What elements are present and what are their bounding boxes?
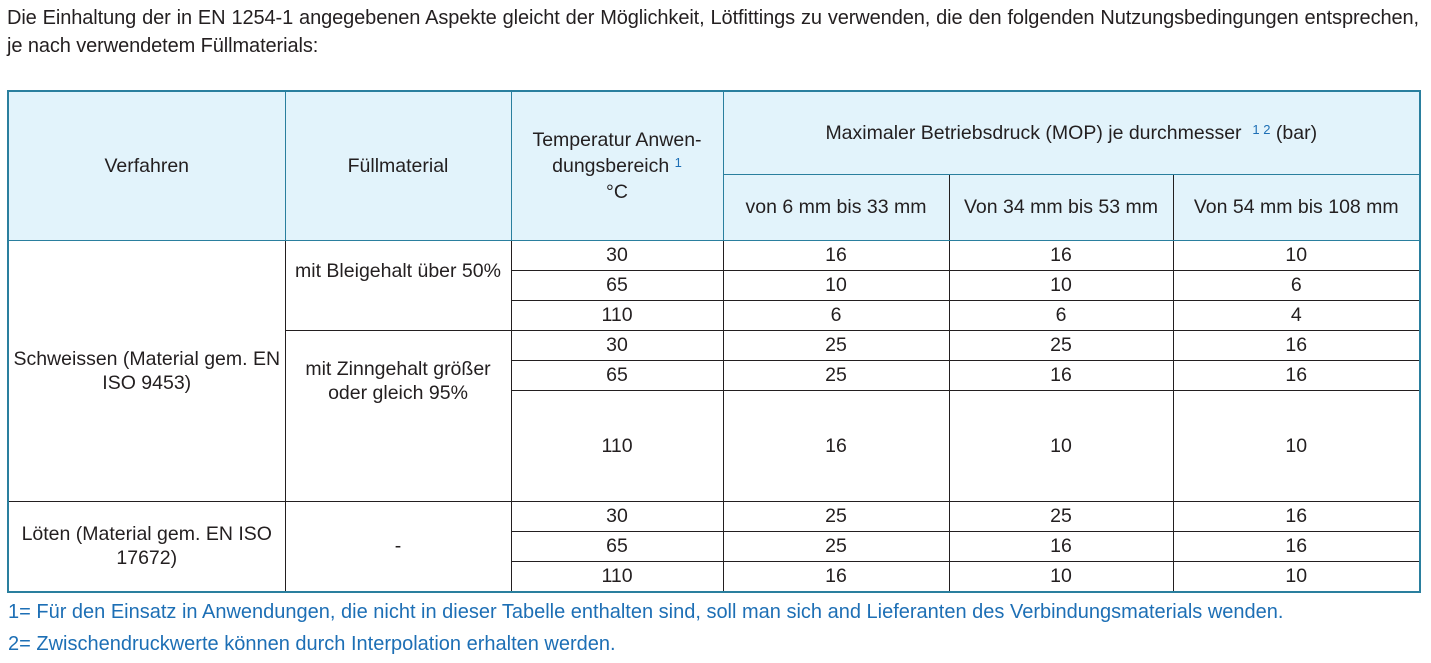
temperatur-label: Temperatur Anwen-: [532, 128, 702, 151]
temperature-cell: 30: [510, 500, 724, 532]
table-row: 110 16 10 10: [8, 389, 1421, 502]
pressure-cell: 6: [948, 299, 1174, 331]
temperature-cell: 30: [510, 239, 724, 271]
pressure-cell: 25: [948, 500, 1174, 532]
temperature-cell: 65: [510, 359, 724, 391]
pressure-cell: 10: [948, 560, 1174, 592]
pressure-cell: 16: [722, 560, 950, 592]
table-row: mit Zinngehalt größer oder gleich 95% 30 2…: [8, 329, 1421, 502]
temperature-cell: 65: [510, 530, 724, 562]
pressure-cell: 16: [1172, 329, 1421, 361]
pressure-cell: 16: [948, 530, 1174, 562]
header-verfahren: Verfahren: [7, 90, 286, 241]
pressure-table: Verfahren Füllmaterial Temperatur Anwen-…: [7, 90, 1421, 593]
intro-paragraph: Die Einhaltung der in EN 1254-1 angegebe…: [7, 7, 1419, 57]
pressure-cell: 10: [722, 269, 950, 301]
footnote-1: 1= Für den Einsatz in Anwendungen, die n…: [8, 601, 1284, 623]
table-row: 65 25 16 16: [8, 530, 1421, 562]
pressure-cell: 6: [1172, 269, 1421, 301]
table-row: Schweissen (Material gem. EN ISO 9453) mi…: [7, 239, 1421, 502]
pressure-cell: 16: [1172, 500, 1421, 532]
verfahren-cell: Schweissen (Material gem. EN ISO 9453): [7, 239, 286, 502]
footnote-ref: 1: [674, 154, 682, 170]
temperature-cell: 110: [510, 560, 724, 592]
header-range: von 6 mm bis 33 mm: [722, 173, 950, 241]
temperatur-label-2: dungsbereich: [552, 154, 670, 177]
temperature-cell: 30: [510, 329, 724, 361]
table-row: 65 25 16 16: [8, 359, 1421, 391]
pressure-cell: 10: [1172, 560, 1421, 592]
pressure-cell: 16: [722, 239, 950, 271]
pressure-cell: 10: [948, 269, 1174, 301]
pressure-cell: 25: [722, 329, 950, 361]
header-fuellmaterial: Füllmaterial: [284, 90, 512, 241]
pressure-cell: 4: [1172, 299, 1421, 331]
pressure-cell: 25: [722, 359, 950, 391]
pressure-cell: 10: [1172, 239, 1421, 271]
material-cell: -: [284, 500, 512, 592]
pressure-cell: 16: [1172, 359, 1421, 391]
material-cell: mit Zinngehalt größer oder gleich 95%: [284, 329, 512, 502]
pressure-cell: 16: [948, 239, 1174, 271]
mop-unit: (bar): [1275, 121, 1318, 144]
pressure-cell: 6: [722, 299, 950, 331]
temperature-cell: 110: [510, 389, 724, 502]
pressure-cell: 25: [722, 530, 950, 562]
table-row: 65 10 10 6: [8, 269, 1421, 301]
mop-label: Maximaler Betriebsdruck (MOP) je durchme…: [825, 121, 1242, 144]
temperature-cell: 65: [510, 269, 724, 301]
header-range: Von 54 mm bis 108 mm: [1172, 173, 1421, 241]
table-row: Löten (Material gem. EN ISO 17672) -30 25 2…: [7, 500, 1421, 592]
footnote-ref: 1 2: [1252, 121, 1271, 137]
header-mop: Maximaler Betriebsdruck (MOP) je durchme…: [722, 90, 1421, 175]
temperature-cell: 110: [510, 299, 724, 331]
pressure-cell: 16: [1172, 530, 1421, 562]
header-range: Von 34 mm bis 53 mm: [948, 173, 1174, 241]
pressure-cell: 25: [948, 329, 1174, 361]
pressure-cell: 16: [722, 389, 950, 502]
header-temperatur: Temperatur Anwen- dungsbereich 1 °C: [510, 90, 724, 241]
material-cell: mit Bleigehalt über 50%: [284, 239, 512, 331]
pressure-cell: 16: [948, 359, 1174, 391]
temperatur-unit: °C: [606, 180, 628, 203]
pressure-cell: 10: [1172, 389, 1421, 502]
table-row: 110 16 10 10: [8, 560, 1421, 592]
pressure-cell: 10: [948, 389, 1174, 502]
pressure-cell: 25: [722, 500, 950, 532]
verfahren-cell: Löten (Material gem. EN ISO 17672): [7, 500, 286, 592]
footnote-2: 2= Zwischendruckwerte können durch Inter…: [8, 633, 616, 655]
